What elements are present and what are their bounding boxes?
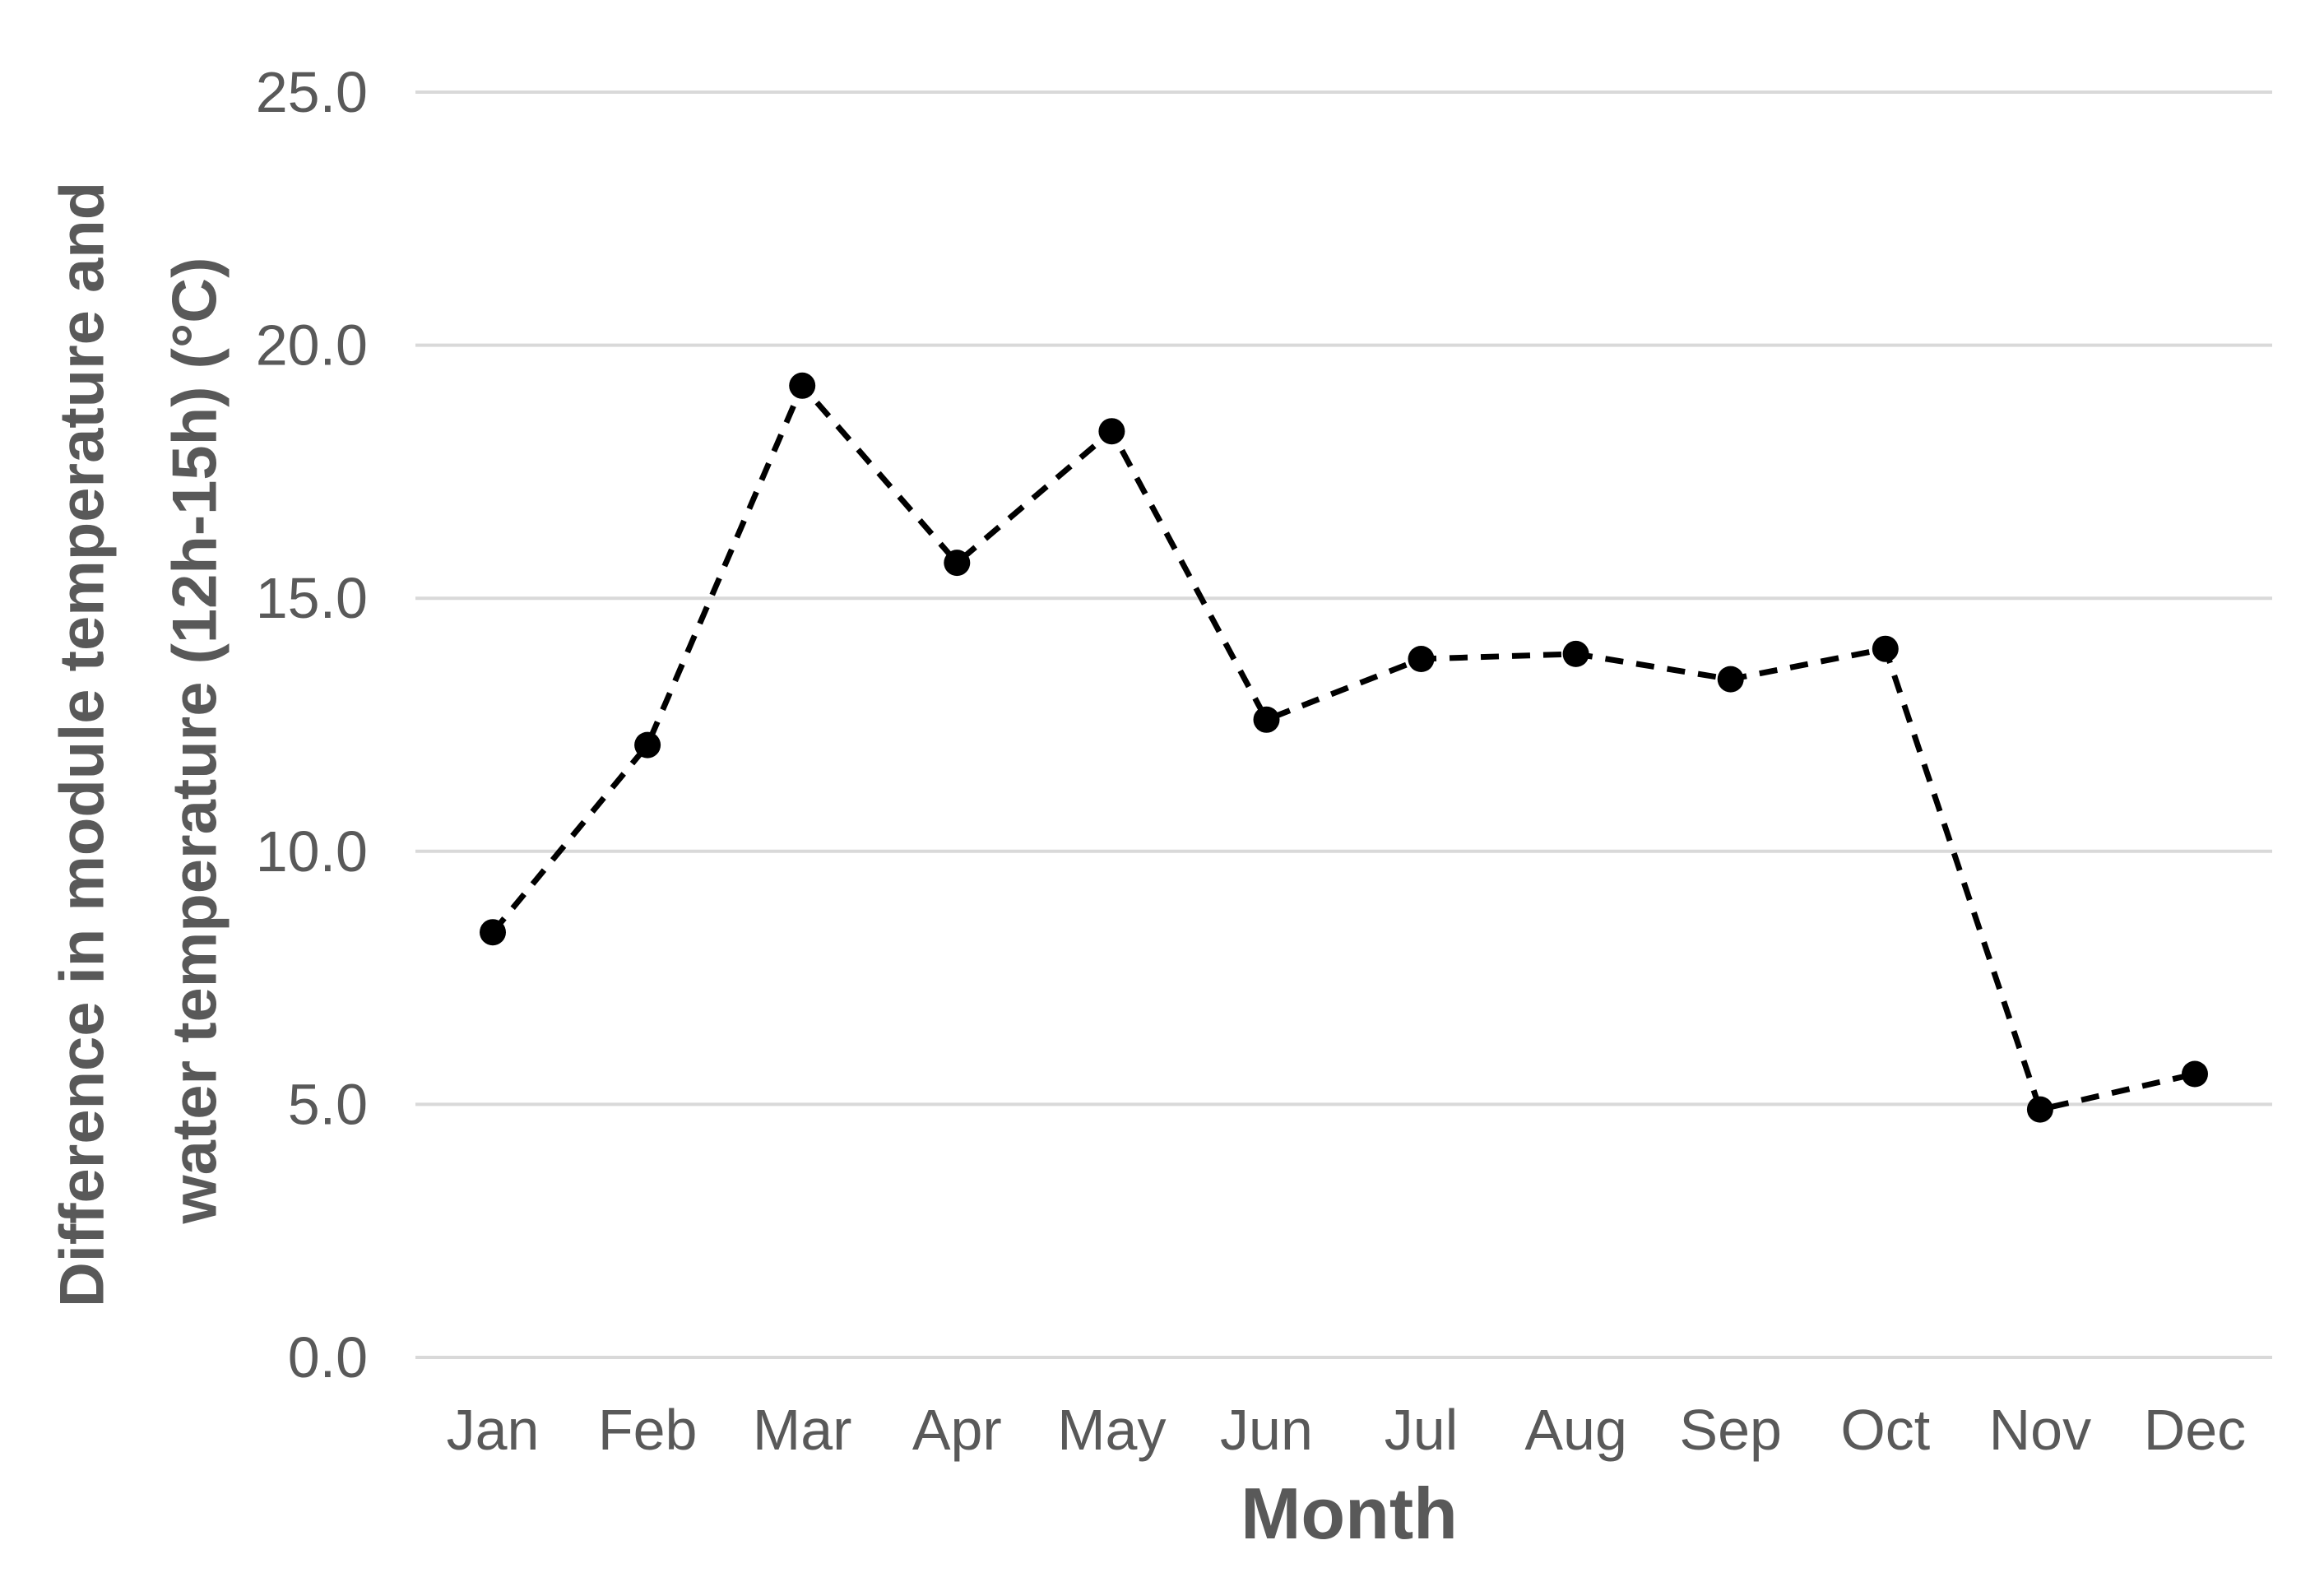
y-axis-title-line2: water temperature (12h-15h) (°C): [160, 257, 230, 1225]
data-point-May: [1098, 418, 1125, 445]
x-tick-label-Nov: Nov: [1989, 1398, 2091, 1462]
x-axis-tick-labels: Jan Feb Mar Apr May Jun Jul Aug Sep Oct Nov Dec: [447, 1398, 2247, 1462]
x-tick-label-Apr: Apr: [912, 1398, 1002, 1462]
gridlines: [415, 90, 2272, 1359]
x-tick-label-Mar: Mar: [753, 1398, 852, 1462]
x-tick-label-Oct: Oct: [1840, 1398, 1930, 1462]
x-tick-label-Jul: Jul: [1385, 1398, 1458, 1462]
x-tick-label-Feb: Feb: [598, 1398, 698, 1462]
data-point-Jan: [480, 919, 506, 946]
data-point-Dec: [2182, 1060, 2208, 1088]
y-axis-tick-labels: 0.0 5.0 10.0 15.0 20.0 25.0: [256, 60, 368, 1389]
y-tick-label-25.0: 25.0: [256, 60, 368, 124]
x-axis-title: Month: [1241, 1473, 1458, 1554]
data-point-Aug: [1562, 640, 1589, 667]
x-tick-label-Aug: Aug: [1524, 1398, 1627, 1462]
y-tick-label-15.0: 15.0: [256, 566, 368, 630]
x-tick-label-May: May: [1057, 1398, 1166, 1462]
data-point-Sep: [1717, 666, 1744, 693]
data-point-Feb: [634, 731, 661, 759]
y-tick-label-5.0: 5.0: [288, 1072, 368, 1136]
x-tick-label-Sep: Sep: [1679, 1398, 1782, 1462]
y-tick-label-0.0: 0.0: [288, 1325, 368, 1389]
data-point-Apr: [944, 550, 971, 577]
data-series-dashed-line: [490, 380, 2196, 1113]
x-tick-label-Dec: Dec: [2144, 1398, 2246, 1462]
data-point-Oct: [1872, 635, 1899, 662]
data-point-Jul: [1408, 646, 1435, 672]
y-axis-title-line1: Difference in module temperature and: [48, 182, 118, 1307]
data-point-Jun: [1253, 706, 1280, 733]
data-series-markers: [480, 372, 2208, 1123]
y-tick-label-20.0: 20.0: [256, 313, 368, 378]
x-tick-label-Jun: Jun: [1220, 1398, 1313, 1462]
x-tick-label-Jan: Jan: [447, 1398, 540, 1462]
data-point-Nov: [2026, 1096, 2053, 1123]
y-tick-label-10.0: 10.0: [256, 819, 368, 884]
data-point-Mar: [789, 372, 816, 399]
